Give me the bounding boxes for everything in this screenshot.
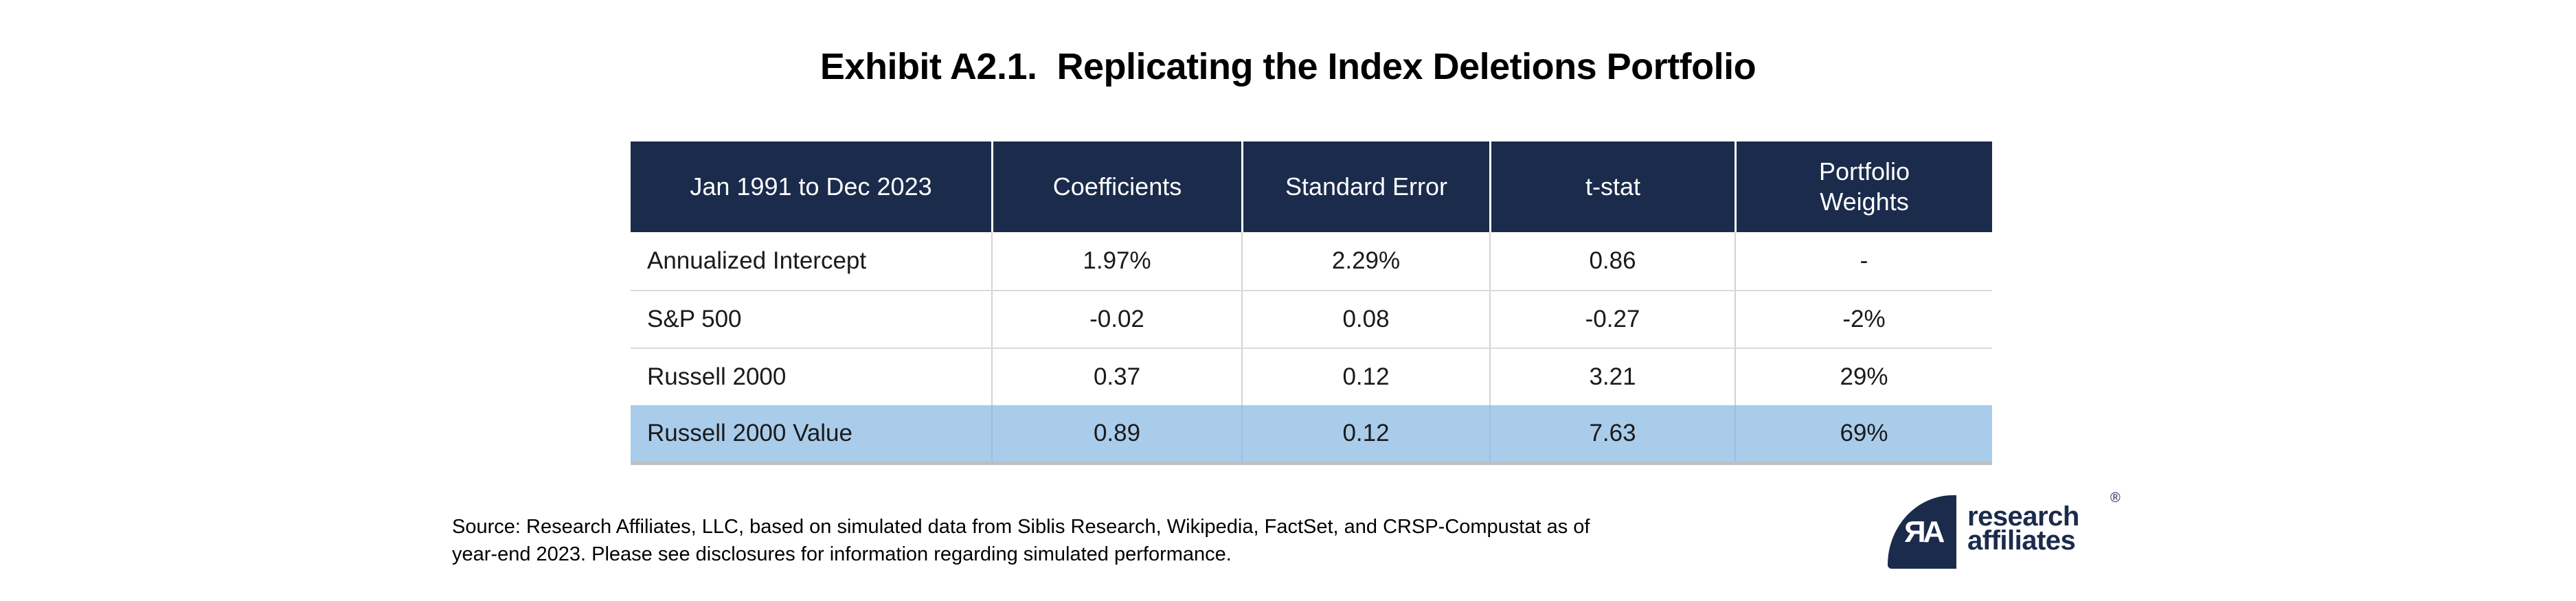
table-cell-standard-error: 0.12 [1241, 349, 1489, 405]
source-note-line-2: year-end 2023. Please see disclosures fo… [452, 543, 1232, 565]
table-row-russell-2000: Russell 2000 0.37 0.12 3.21 29% [631, 348, 1992, 405]
table-cell-coefficients: 0.89 [991, 405, 1241, 462]
table-cell-t-stat: 0.86 [1489, 232, 1735, 290]
column-header-standard-error: Standard Error [1241, 141, 1489, 232]
source-note-line-1: Source: Research Affiliates, LLC, based … [452, 516, 1590, 538]
column-header-coefficients: Coefficients [991, 141, 1241, 232]
table-cell-portfolio-weights: 29% [1735, 349, 1992, 405]
table-cell-t-stat: 3.21 [1489, 349, 1735, 405]
table-cell-label: S&P 500 [647, 306, 742, 332]
registered-trademark-icon: ® [2110, 490, 2121, 506]
table-cell-portfolio-weights: 69% [1735, 405, 1992, 462]
ra-monogram-icon: ЯA [1904, 515, 1945, 549]
page-title: Exhibit A2.1. Replicating the Index Dele… [820, 46, 1756, 87]
table-cell-label: Annualized Intercept [647, 247, 867, 274]
table-cell-standard-error: 0.12 [1241, 405, 1489, 462]
table-cell-coefficients: 0.37 [991, 349, 1241, 405]
table-cell-portfolio-weights: - [1735, 232, 1992, 290]
source-note: Source: Research Affiliates, LLC, based … [452, 513, 1590, 568]
column-header-t-stat: t-stat [1489, 141, 1735, 232]
table-row-russell-2000-value-highlighted: Russell 2000 Value 0.89 0.12 7.63 69% [631, 405, 1992, 465]
table-header-row: Jan 1991 to Dec 2023 Coefficients Standa… [631, 141, 1992, 232]
logo-word-affiliates: affiliates [1967, 525, 2076, 556]
table-row-sp500: S&P 500 -0.02 0.08 -0.27 -2% [631, 290, 1992, 348]
column-header-period: Jan 1991 to Dec 2023 [690, 172, 932, 201]
table-cell-standard-error: 0.08 [1241, 291, 1489, 348]
column-header-portfolio-weights: Portfolio Weights [1735, 141, 1992, 232]
table-cell-coefficients: 1.97% [991, 232, 1241, 290]
research-affiliates-logo-icon: ЯA [1888, 495, 1956, 569]
table-cell-label: Russell 2000 Value [647, 420, 852, 446]
logo-word-research: research [1967, 501, 2079, 532]
table-cell-portfolio-weights: -2% [1735, 291, 1992, 348]
table-cell-coefficients: -0.02 [991, 291, 1241, 348]
regression-table: Jan 1991 to Dec 2023 Coefficients Standa… [631, 141, 1992, 465]
table-cell-t-stat: 7.63 [1489, 405, 1735, 462]
table-cell-label: Russell 2000 [647, 363, 787, 390]
table-cell-t-stat: -0.27 [1489, 291, 1735, 348]
table-cell-standard-error: 2.29% [1241, 232, 1489, 290]
research-affiliates-wordmark: research affiliates [1967, 501, 2079, 556]
table-row-annualized-intercept: Annualized Intercept 1.97% 2.29% 0.86 - [631, 232, 1992, 290]
